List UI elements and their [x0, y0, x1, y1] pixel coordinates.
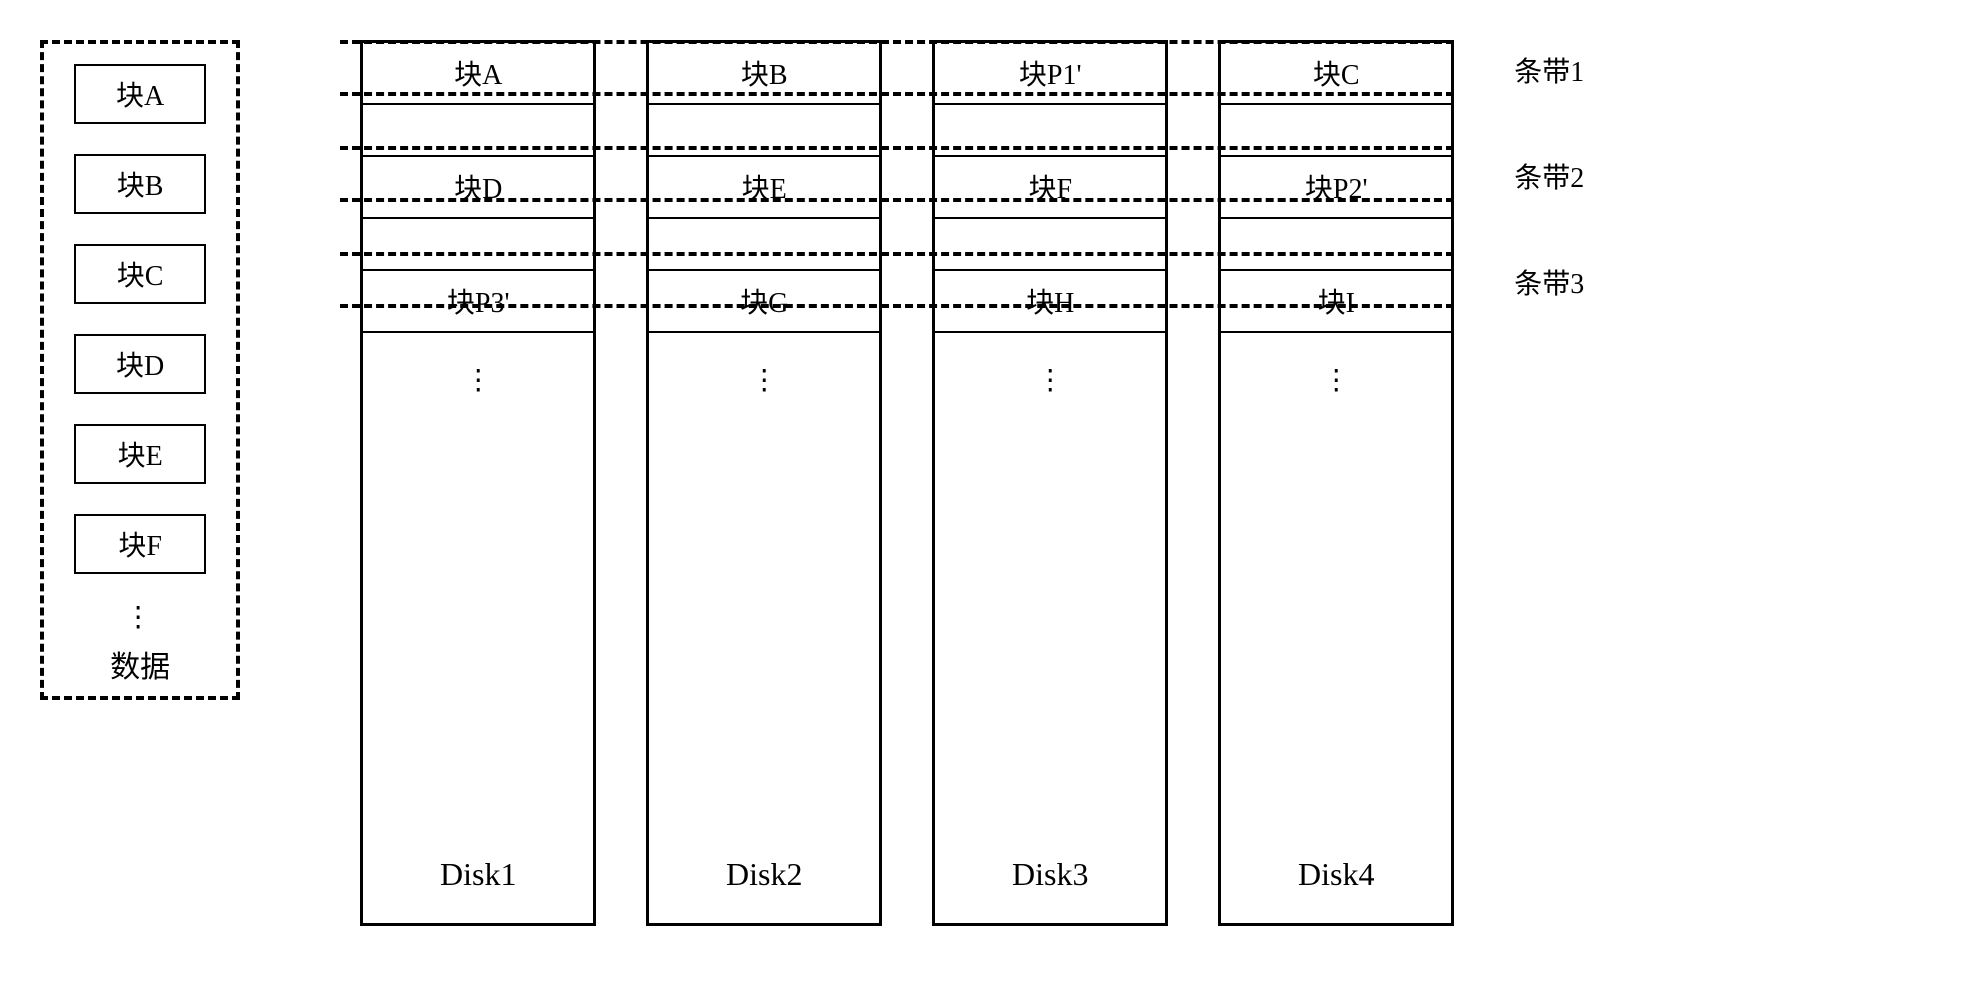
- disk-block: 块G: [649, 271, 879, 333]
- disk-block: 块D: [363, 157, 593, 219]
- data-block: 块F: [74, 514, 206, 574]
- disk-column-4: 块C 块P2' 块I ⋮ Disk4: [1218, 40, 1454, 926]
- disk-gap: [649, 105, 879, 157]
- disk-block: 块P3': [363, 271, 593, 333]
- disk-label: Disk3: [1012, 856, 1088, 893]
- disk-gap: [363, 219, 593, 271]
- stripe-label: 条带1: [1514, 50, 1584, 90]
- diagram-container: 块A 块B 块C 块D 块E 块F ⋮ 数据 块A 块D 块P3' ⋮ Disk…: [40, 40, 1933, 926]
- disks-area: 块A 块D 块P3' ⋮ Disk1 块B 块E 块G ⋮ Disk2 块P1'…: [360, 40, 1454, 926]
- disk-gap: [649, 219, 879, 271]
- disk-block: 块C: [1221, 43, 1451, 105]
- disk-column-2: 块B 块E 块G ⋮ Disk2: [646, 40, 882, 926]
- stripe-label: 条带2: [1514, 156, 1584, 196]
- disk-block: 块P2': [1221, 157, 1451, 219]
- vdots-icon: ⋮: [464, 363, 492, 397]
- vdots-icon: ⋮: [74, 604, 206, 632]
- disk-block: 块P1': [935, 43, 1165, 105]
- vdots-icon: ⋮: [1036, 363, 1064, 397]
- data-block: 块D: [74, 334, 206, 394]
- data-block: 块B: [74, 154, 206, 214]
- disk-label: Disk2: [726, 856, 802, 893]
- disk-block: 块I: [1221, 271, 1451, 333]
- disk-column-1: 块A 块D 块P3' ⋮ Disk1: [360, 40, 596, 926]
- data-panel-label: 数据: [74, 642, 206, 686]
- disk-label: Disk1: [440, 856, 516, 893]
- data-block: 块A: [74, 64, 206, 124]
- disk-gap: [1221, 105, 1451, 157]
- data-block: 块E: [74, 424, 206, 484]
- disk-block: 块E: [649, 157, 879, 219]
- stripe-label: 条带3: [1514, 262, 1584, 302]
- disk-block: 块B: [649, 43, 879, 105]
- disk-gap: [935, 219, 1165, 271]
- disk-block: 块A: [363, 43, 593, 105]
- disk-column-3: 块P1' 块F 块H ⋮ Disk3: [932, 40, 1168, 926]
- disk-block: 块F: [935, 157, 1165, 219]
- disk-label: Disk4: [1298, 856, 1374, 893]
- data-panel: 块A 块B 块C 块D 块E 块F ⋮ 数据: [40, 40, 240, 700]
- disk-gap: [935, 105, 1165, 157]
- vdots-icon: ⋮: [1322, 363, 1350, 397]
- data-block: 块C: [74, 244, 206, 304]
- vdots-icon: ⋮: [750, 363, 778, 397]
- disk-gap: [1221, 219, 1451, 271]
- disk-gap: [363, 105, 593, 157]
- disk-block: 块H: [935, 271, 1165, 333]
